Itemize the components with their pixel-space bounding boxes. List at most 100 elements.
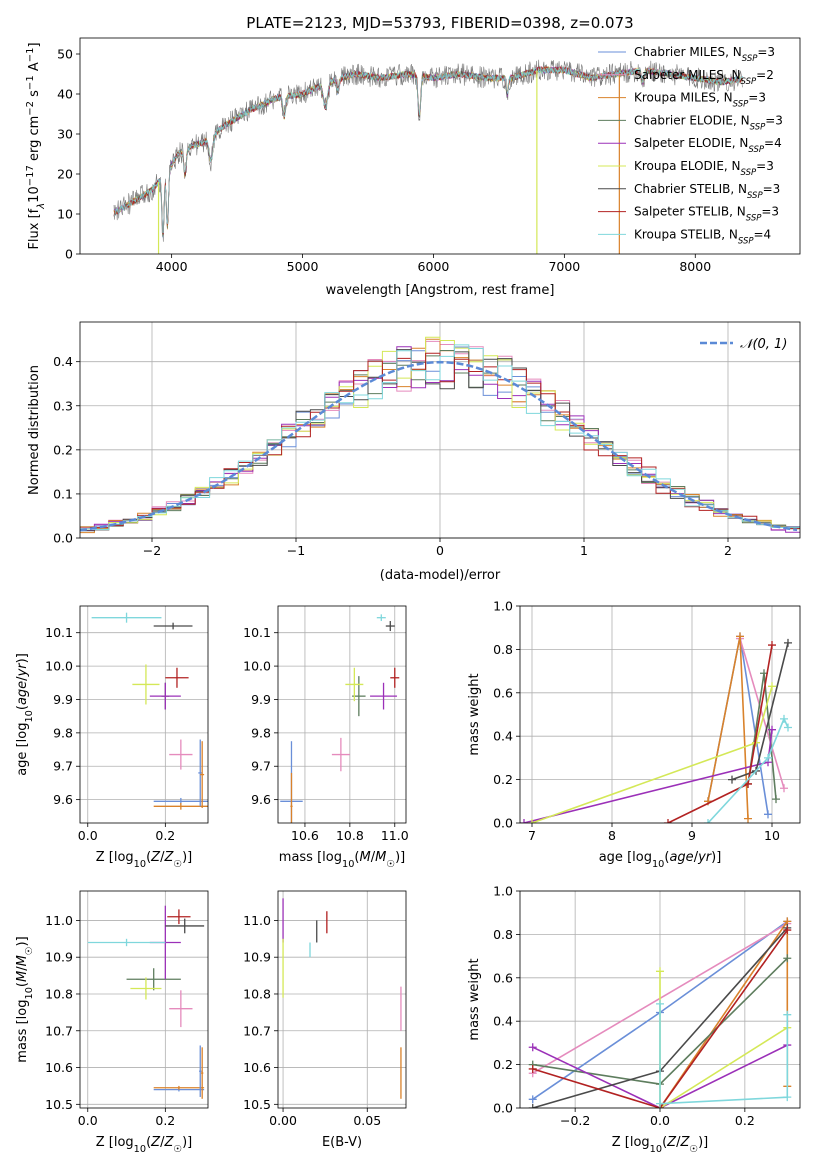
p-wAge-xlabel: age [log10(age/yr)]: [599, 850, 722, 870]
y-tick-label: 0.0: [53, 531, 73, 546]
axes-frame: [79, 605, 209, 824]
plot-area: [520, 632, 792, 823]
weight-marker: [764, 810, 772, 819]
p-wZ-xlabel-part: )]: [698, 1135, 708, 1150]
legend-value: =4: [754, 227, 772, 241]
weight-marker: [736, 632, 744, 641]
residual-hist-5: [80, 336, 800, 530]
normal-reference-curve: [80, 360, 798, 532]
errorbar-point-5: [130, 977, 162, 1000]
weight-marker: [768, 641, 776, 650]
p-ageM-xlabel-part: /: [371, 850, 376, 865]
x-tick-label: 0: [436, 543, 444, 558]
p-ageZ-ylabel-part: 10: [24, 710, 35, 722]
legend-subscript: SSP: [733, 100, 749, 110]
weight-line-8: [659, 1003, 789, 1105]
errorbar-point-8: [376, 614, 386, 622]
gridlines: [278, 891, 406, 1108]
x-tick-label: 5000: [287, 259, 319, 274]
weight-marker: [744, 814, 752, 823]
p-wAge-ylabel: mass weight: [467, 673, 482, 755]
legend-label-2: Kroupa MILES, NSSP=3: [634, 91, 766, 110]
x-tick-label: 11.0: [381, 828, 409, 843]
errorbar-point-7: [165, 667, 189, 688]
y-tick-label: 0.4: [493, 1014, 513, 1029]
weight-marker: [780, 714, 788, 723]
weight-marker: [783, 954, 792, 963]
normal-legend-label: 𝒩(0, 1): [740, 337, 787, 352]
ylabel-part: A: [27, 62, 42, 75]
p-mZ-ylabel-part: ☉: [24, 946, 35, 955]
p-mZ-xlabel-part: (: [146, 1135, 151, 1150]
x-tick-label: 0.0: [78, 828, 98, 843]
weight-marker: [764, 753, 772, 762]
legend-label-6: Chabrier STELIB, NSSP=3: [634, 182, 780, 201]
errorbar-point-8: [91, 612, 162, 623]
p-ageM-xlabel-part: M: [375, 850, 386, 865]
y-tick-label: 10.7: [45, 1023, 73, 1038]
residual-xlabel: (data-model)/error: [380, 568, 501, 583]
legend-label-7: Salpeter STELIB, NSSP=3: [634, 205, 779, 224]
p-ageZ-xlabel-part: Z: [163, 850, 174, 865]
x-tick-label: 2: [724, 543, 732, 558]
y-tick-label: 0.3: [53, 398, 73, 413]
p-mZ-ylabel-part: /: [15, 966, 30, 971]
plot-area: [113, 59, 743, 254]
weight-marker: [783, 1093, 792, 1102]
y-tick-label: 0.8: [493, 642, 513, 657]
ylabel-part: −1: [25, 75, 36, 90]
p-wAge-xlabel-part: 10: [652, 859, 664, 870]
p-wZ-ylabel: mass weight: [467, 958, 482, 1040]
p-mZ-xlabel-part: )]: [182, 1135, 192, 1150]
weight-marker: [768, 725, 776, 734]
y-tick-label: 0.0: [493, 1101, 513, 1116]
p-mZ-ylabel-part: (: [15, 982, 30, 987]
ticks: −2 −1 0 1 2 0.0 0.1 0.2 0.3 0.4: [53, 354, 732, 558]
legend-label-4: Salpeter ELODIE, NSSP=4: [634, 136, 782, 155]
p-ageM-xlabel: mass [log10(M/M☉)]: [279, 850, 405, 870]
ylabel-part: −2: [25, 101, 36, 116]
p-wZ-xlabel-part: (: [662, 1135, 667, 1150]
y-tick-label: 0.2: [53, 442, 73, 457]
legend-text: Kroupa MILES, N: [634, 91, 733, 105]
errorbar-point-9: [199, 1045, 202, 1097]
y-tick-label: 9.6: [251, 792, 271, 807]
legend-subscript: SSP: [748, 145, 764, 155]
weight-marker: [744, 779, 752, 788]
errorbar-point-4: [370, 682, 398, 710]
p-mZ-xlabel: Z [log10(Z/Z☉)]: [96, 1135, 193, 1155]
axes-frame: [79, 37, 801, 255]
weight-marker: [528, 1064, 537, 1073]
errorbar-point-1: [169, 739, 193, 770]
p-mZ-ylabel-part: 10: [24, 987, 35, 999]
p-wZ-xlabel-part: /: [676, 1135, 681, 1150]
p-mZ-ylabel-part: M: [15, 971, 30, 982]
legend-value: =2: [756, 68, 774, 82]
p-mZ-ylabel-part: M: [15, 955, 30, 966]
p-mZ-ylabel-part: mass [log: [15, 1000, 30, 1063]
legend-value: =3: [757, 45, 775, 59]
legend-label-1: Salpeter MILES, NSSP=2: [634, 68, 774, 87]
p-ageM-xlabel-part: ☉: [386, 859, 395, 870]
weight-marker: [528, 1043, 537, 1052]
y-tick-label: 9.7: [53, 759, 73, 774]
y-tick-label: 0.2: [493, 772, 513, 787]
spectrum-xlabel: wavelength [Angstrom, rest frame]: [326, 283, 555, 298]
legend-text: Salpeter MILES, N: [634, 68, 741, 82]
weight-marker: [784, 723, 792, 732]
y-tick-label: 10.5: [243, 1097, 271, 1112]
ylabel-part: −1: [25, 48, 36, 63]
ticks: −0.2 0.0 0.2 0.0 0.2 0.4 0.6 0.8 1.0: [493, 884, 755, 1129]
x-tick-label: 9: [688, 828, 696, 843]
y-tick-label: 10.8: [243, 986, 271, 1001]
x-tick-label: 10.8: [336, 828, 364, 843]
p-wAge-xlabel-part: (: [664, 850, 669, 865]
x-tick-label: 7000: [548, 259, 580, 274]
legend-value: =3: [761, 205, 779, 219]
weight-marker: [528, 819, 536, 823]
y-tick-label: 0.1: [53, 486, 73, 501]
plot-area: [280, 614, 400, 823]
legend-text: Kroupa ELODIE, N: [634, 159, 741, 173]
p-ageZ-ylabel-part: yr: [15, 662, 30, 678]
errorbar-point-5: [345, 667, 364, 702]
